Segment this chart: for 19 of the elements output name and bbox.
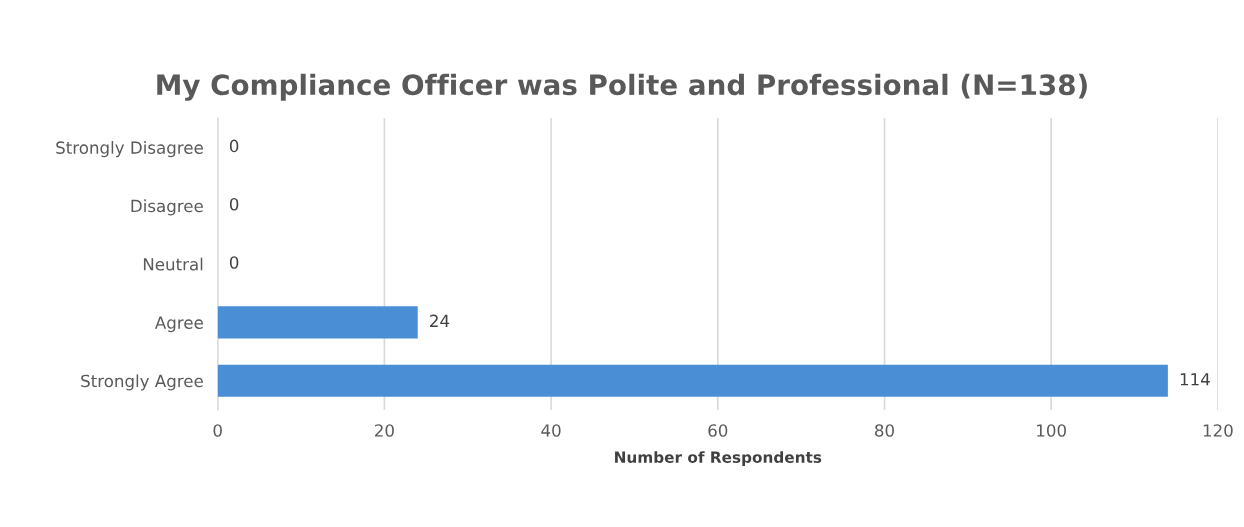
data-label: 114 — [1180, 373, 1210, 386]
x-tick-label: 120 — [1203, 424, 1233, 437]
x-tick-label: 80 — [875, 424, 894, 437]
data-label: 0 — [229, 256, 239, 269]
data-label: 0 — [229, 139, 239, 153]
chart-title: My Compliance Officer was Polite and Professional (N=138) — [157, 73, 1087, 101]
x-tick-label: 20 — [375, 424, 394, 437]
y-tick-label: Strongly Agree — [81, 374, 203, 391]
x-tick-label: 60 — [708, 424, 728, 437]
y-tick-label: Disagree — [131, 199, 203, 216]
data-label: 0 — [229, 197, 239, 211]
x-tick-label: 100 — [1037, 424, 1066, 437]
x-axis-title: Number of Respondents — [615, 451, 822, 466]
x-tick-label: 40 — [541, 424, 561, 437]
y-tick-label: Strongly Disagree — [56, 141, 203, 158]
data-label: 24 — [430, 314, 450, 327]
y-tick-label: Neutral — [143, 257, 203, 271]
x-tick-label: 0 — [213, 424, 222, 437]
y-tick-label: Agree — [154, 316, 203, 333]
